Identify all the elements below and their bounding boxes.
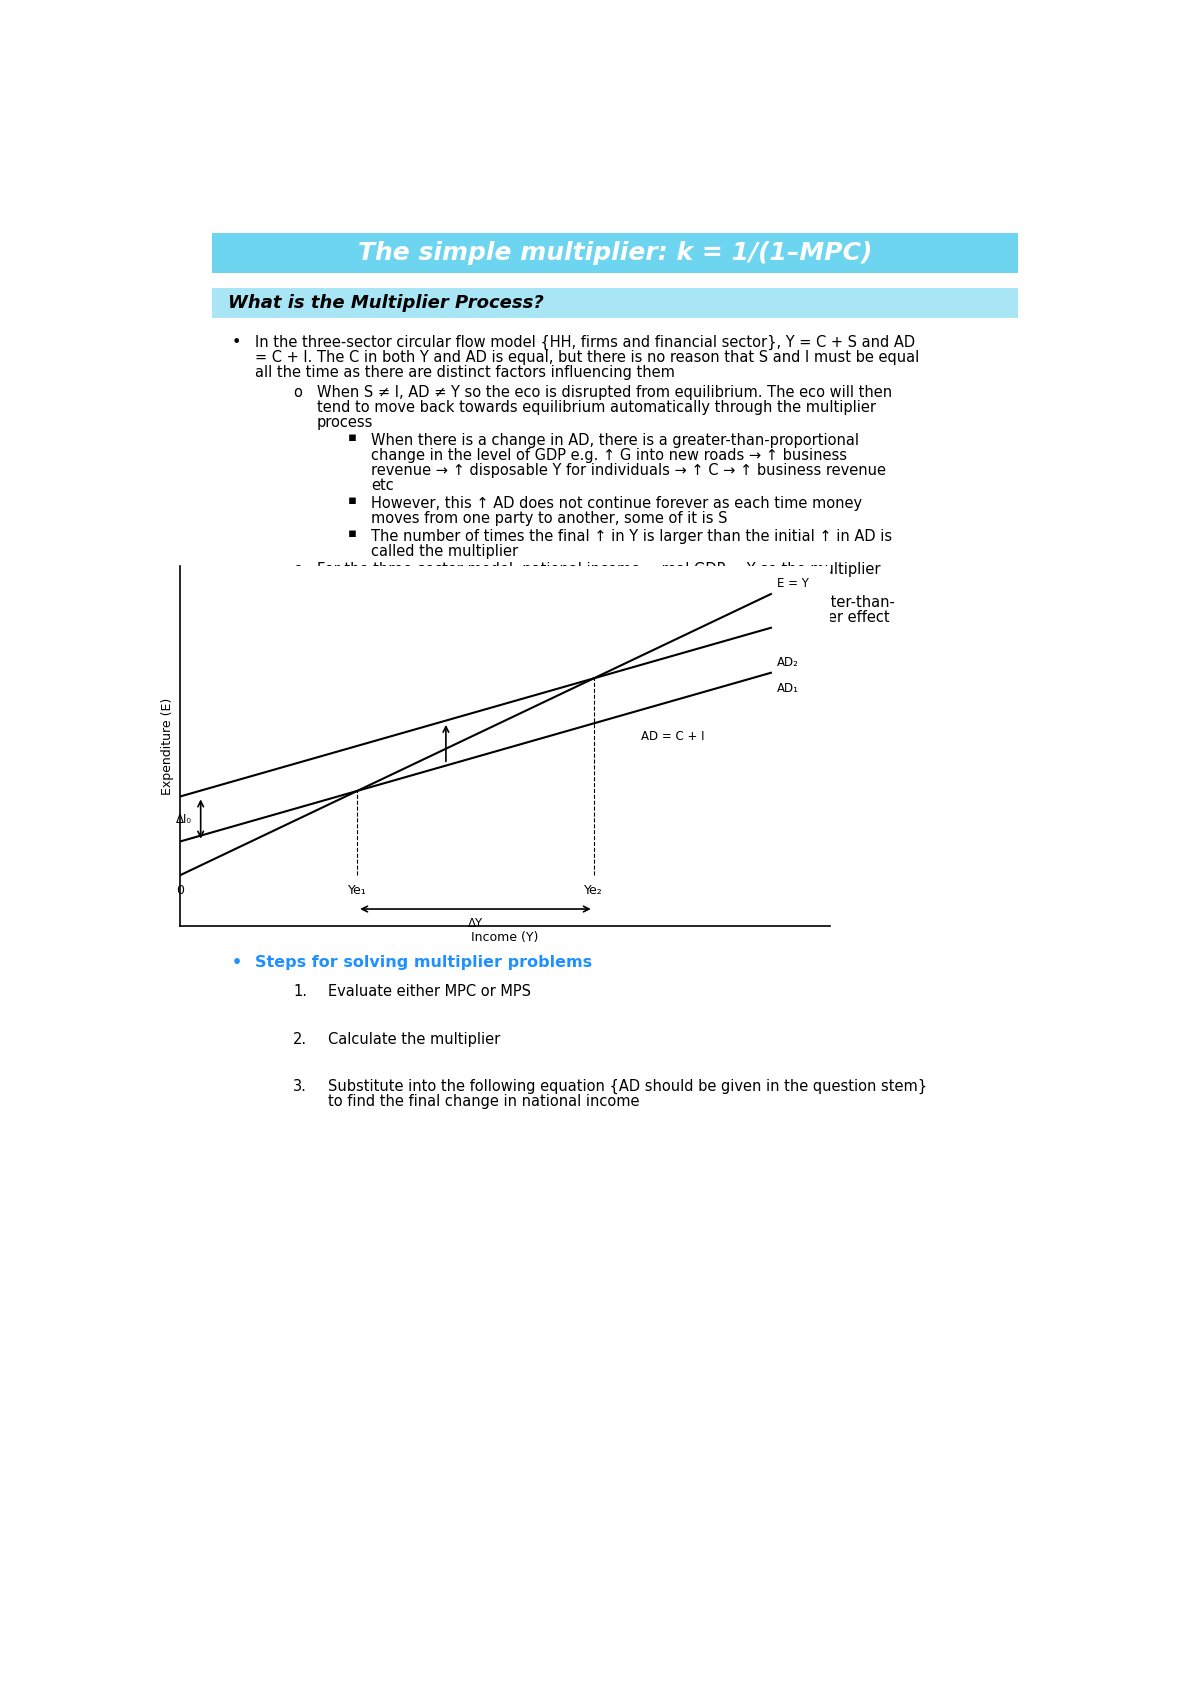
Text: proportional ↑ in GDP {Ye₁ to Ye₂}, demonstrating the multiplier effect: proportional ↑ in GDP {Ye₁ to Ye₂}, demo… — [371, 610, 889, 625]
Text: all the time as there are distinct factors influencing them: all the time as there are distinct facto… — [254, 365, 674, 380]
Text: ▪: ▪ — [348, 494, 356, 508]
Text: ΔY: ΔY — [468, 917, 484, 931]
Y-axis label: Expenditure (E): Expenditure (E) — [162, 698, 174, 795]
Text: etc: etc — [371, 477, 394, 492]
Text: E = Y: E = Y — [776, 577, 809, 589]
Text: Calculate the multiplier: Calculate the multiplier — [329, 1032, 500, 1048]
Text: The graph shows that an ↑ in AD {AD₁ to AD₂} leads to a greater-than-: The graph shows that an ↑ in AD {AD₁ to … — [371, 594, 895, 610]
Text: 3.: 3. — [293, 1080, 307, 1094]
Text: effect can be modelled by the Keynesian cross as shown below: effect can be modelled by the Keynesian … — [317, 577, 780, 593]
Text: •: • — [232, 335, 241, 350]
Text: In the three-sector circular flow model {HH, firms and financial sector}, Y = C : In the three-sector circular flow model … — [254, 335, 914, 350]
Text: moves from one party to another, some of it is S: moves from one party to another, some of… — [371, 511, 727, 526]
Text: Evaluate either MPC or MPS: Evaluate either MPC or MPS — [329, 985, 532, 1000]
FancyBboxPatch shape — [212, 289, 1018, 318]
Text: called the multiplier: called the multiplier — [371, 543, 518, 559]
Text: The simple multiplier: k = 1/(1–MPC): The simple multiplier: k = 1/(1–MPC) — [358, 241, 872, 265]
Text: Steps for solving multiplier problems: Steps for solving multiplier problems — [254, 956, 592, 970]
Text: 1.: 1. — [293, 985, 307, 1000]
Text: ▪: ▪ — [348, 593, 356, 606]
Text: Substitute into the following equation {AD should be given in the question stem}: Substitute into the following equation {… — [329, 1080, 928, 1095]
Text: ▪: ▪ — [348, 431, 356, 445]
Text: What is the Multiplier Process?: What is the Multiplier Process? — [228, 294, 544, 312]
Text: tend to move back towards equilibrium automatically through the multiplier: tend to move back towards equilibrium au… — [317, 399, 876, 414]
Text: o: o — [293, 562, 302, 577]
Text: o: o — [293, 385, 302, 399]
Text: 0: 0 — [176, 883, 184, 897]
Text: When S ≠ I, AD ≠ Y so the eco is disrupted from equilibrium. The eco will then: When S ≠ I, AD ≠ Y so the eco is disrupt… — [317, 385, 892, 399]
Text: When there is a change in AD, there is a greater-than-proportional: When there is a change in AD, there is a… — [371, 433, 859, 448]
Text: For the three-sector model, national income = real GDP = Y so the multiplier: For the three-sector model, national inc… — [317, 562, 880, 577]
Text: Ye₁: Ye₁ — [348, 883, 367, 897]
Text: AD₂: AD₂ — [776, 655, 799, 669]
Text: revenue → ↑ disposable Y for individuals → ↑ C → ↑ business revenue: revenue → ↑ disposable Y for individuals… — [371, 464, 886, 477]
Text: change in the level of GDP e.g. ↑ G into new roads → ↑ business: change in the level of GDP e.g. ↑ G into… — [371, 448, 847, 464]
Text: 2.: 2. — [293, 1032, 307, 1048]
Text: AD = C + I: AD = C + I — [641, 730, 704, 742]
Text: = C + I. The C in both Y and AD is equal, but there is no reason that S and I mu: = C + I. The C in both Y and AD is equal… — [254, 350, 919, 365]
X-axis label: Income (Y): Income (Y) — [472, 932, 539, 944]
Text: ▪: ▪ — [348, 528, 356, 540]
Text: to find the final change in national income: to find the final change in national inc… — [329, 1094, 640, 1109]
Text: The number of times the final ↑ in Y is larger than the initial ↑ in AD is: The number of times the final ↑ in Y is … — [371, 528, 892, 543]
Text: •: • — [232, 956, 241, 970]
Text: AD₁: AD₁ — [776, 683, 799, 694]
Text: Ye₂: Ye₂ — [584, 883, 604, 897]
FancyBboxPatch shape — [212, 233, 1018, 273]
Text: process: process — [317, 414, 373, 430]
Text: ΔI₀: ΔI₀ — [176, 813, 192, 825]
Text: However, this ↑ AD does not continue forever as each time money: However, this ↑ AD does not continue for… — [371, 496, 862, 511]
